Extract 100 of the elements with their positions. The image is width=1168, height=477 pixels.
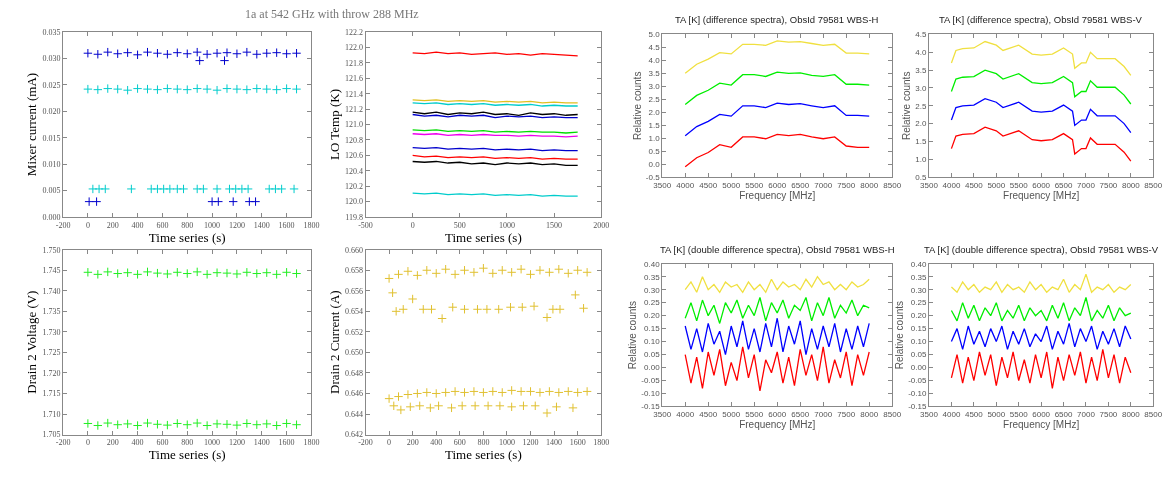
y-tick-label: 1.750 bbox=[42, 245, 61, 255]
line-series bbox=[684, 102, 870, 137]
point bbox=[281, 49, 292, 59]
line-series bbox=[950, 69, 1132, 105]
x-tick-label: 8500 bbox=[883, 410, 902, 420]
line-series bbox=[684, 296, 870, 325]
point bbox=[431, 388, 441, 399]
y-tick-label: 1.720 bbox=[42, 368, 61, 378]
x-tick-label: 1600 bbox=[278, 438, 295, 448]
point bbox=[192, 267, 202, 277]
point bbox=[250, 196, 261, 207]
x-axis-title: Time series (s) bbox=[148, 447, 226, 463]
point bbox=[152, 268, 163, 278]
point bbox=[213, 196, 223, 207]
chart-title: 1a at 542 GHz with throw 288 MHz bbox=[245, 7, 419, 21]
x-tick-label: 7500 bbox=[1099, 180, 1118, 190]
x-tick-label: 1200 bbox=[522, 438, 539, 448]
x-tick-label: 600 bbox=[156, 220, 169, 230]
line-series bbox=[950, 40, 1132, 77]
point bbox=[182, 84, 192, 95]
x-tick-label: 5000 bbox=[722, 410, 741, 420]
point bbox=[93, 84, 103, 95]
y-tick-label: 0.15 bbox=[910, 324, 927, 334]
x-tick-label: 6000 bbox=[1032, 180, 1051, 190]
point bbox=[212, 268, 222, 278]
point bbox=[578, 303, 589, 313]
point bbox=[100, 184, 110, 194]
point bbox=[83, 418, 93, 429]
point bbox=[232, 420, 242, 430]
point bbox=[289, 184, 299, 194]
line-series bbox=[950, 296, 1132, 322]
point bbox=[384, 393, 394, 404]
y-tick-label: 120.2 bbox=[344, 181, 363, 191]
x-tick-label: 6500 bbox=[791, 410, 810, 420]
y-tick-label: 0.35 bbox=[910, 272, 927, 282]
point bbox=[291, 420, 302, 430]
x-tick-label: 2000 bbox=[593, 220, 610, 230]
point bbox=[459, 265, 470, 275]
point bbox=[516, 386, 526, 397]
point bbox=[212, 85, 222, 95]
point bbox=[237, 184, 247, 194]
point bbox=[113, 268, 123, 279]
point bbox=[518, 401, 529, 411]
point bbox=[122, 85, 133, 95]
point bbox=[207, 196, 217, 207]
y-tick-label: 1.5 bbox=[915, 137, 927, 147]
x-tick-label: 4000 bbox=[676, 410, 695, 420]
x-tick-label: 1000 bbox=[498, 220, 515, 230]
point bbox=[162, 269, 173, 279]
y-tick-label: 0.005 bbox=[42, 186, 61, 196]
point bbox=[431, 268, 441, 279]
point bbox=[505, 302, 516, 312]
point bbox=[291, 84, 302, 94]
y-tick-label: 0.000 bbox=[42, 212, 61, 222]
y-tick-label: 0.642 bbox=[344, 430, 363, 440]
point bbox=[271, 47, 282, 58]
point bbox=[412, 388, 423, 399]
point bbox=[446, 403, 457, 413]
x-tick-label: 400 bbox=[430, 438, 443, 448]
point bbox=[194, 55, 205, 66]
point bbox=[563, 386, 573, 397]
y-tick-label: 1.705 bbox=[42, 430, 61, 440]
point bbox=[228, 196, 238, 207]
point bbox=[146, 184, 156, 194]
y-axis-title: Mixer current (mA) bbox=[24, 72, 40, 177]
y-tick-label: 2.5 bbox=[648, 95, 661, 105]
x-tick-label: -200 bbox=[358, 438, 373, 448]
point bbox=[182, 268, 192, 279]
x-tick-label: -500 bbox=[358, 220, 373, 230]
point bbox=[483, 401, 493, 411]
point bbox=[103, 418, 113, 428]
point bbox=[572, 387, 583, 398]
x-tick-label: 1200 bbox=[228, 220, 245, 230]
point bbox=[497, 387, 507, 398]
x-tick-label: 1000 bbox=[204, 438, 221, 448]
point bbox=[178, 184, 189, 194]
x-tick-label: 800 bbox=[477, 438, 490, 448]
point bbox=[433, 401, 444, 411]
y-tick-label: 0.00 bbox=[910, 363, 927, 373]
line-series bbox=[684, 71, 870, 106]
point bbox=[488, 268, 498, 279]
x-tick-label: 600 bbox=[156, 438, 169, 448]
y-tick-label: 3.5 bbox=[648, 69, 661, 79]
x-tick-label: 1800 bbox=[303, 220, 320, 230]
x-tick-label: 8500 bbox=[883, 180, 902, 190]
x-tick-label: 3500 bbox=[653, 180, 672, 190]
point bbox=[162, 420, 173, 430]
point bbox=[93, 420, 103, 431]
y-tick-label: 0.35 bbox=[644, 272, 661, 282]
point bbox=[555, 304, 565, 314]
x-tick-label: 1000 bbox=[498, 438, 515, 448]
y-tick-label: 120.0 bbox=[344, 197, 363, 207]
x-tick-label: 3500 bbox=[920, 180, 939, 190]
y-tick-label: 0.650 bbox=[344, 348, 363, 358]
line-series bbox=[684, 133, 870, 168]
x-tick-label: 200 bbox=[106, 438, 119, 448]
point bbox=[232, 49, 242, 59]
line-series bbox=[950, 348, 1132, 389]
point bbox=[582, 386, 592, 397]
point bbox=[459, 304, 470, 314]
